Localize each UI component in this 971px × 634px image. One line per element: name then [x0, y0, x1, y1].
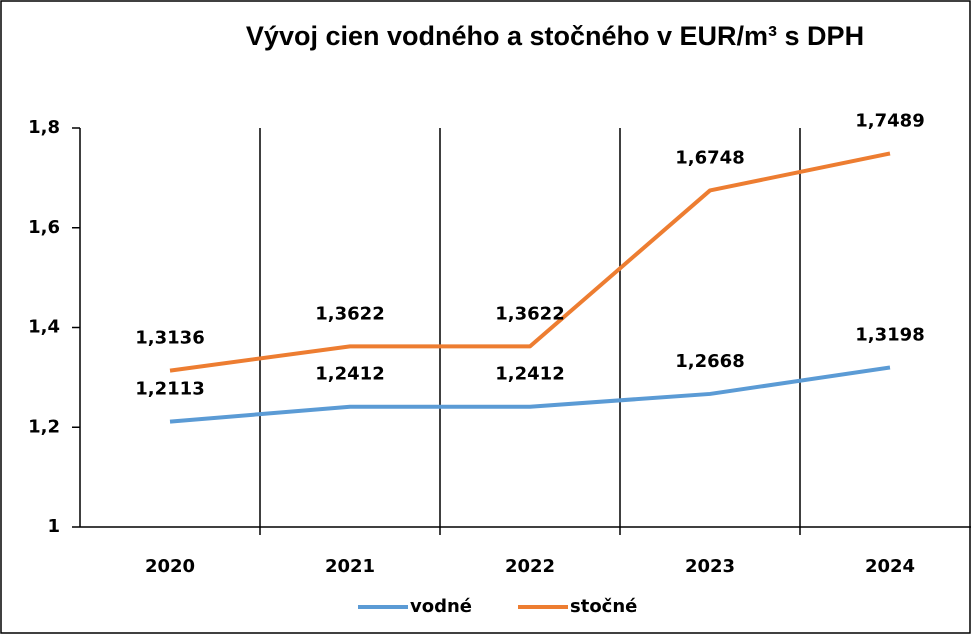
data-label: 1,2412: [315, 364, 384, 385]
y-tick-label: 1: [47, 516, 60, 537]
series-line: [169, 365, 891, 424]
data-label: 1,7489: [855, 110, 924, 131]
data-label: 1,3622: [495, 303, 564, 324]
data-label: 1,2668: [675, 351, 744, 372]
y-tick-label: 1,2: [28, 416, 60, 437]
chart-title: Vývoj cien vodného a stočného v EUR/m³ s…: [246, 21, 864, 51]
data-label: 1,3622: [315, 303, 384, 324]
data-label: 1,3136: [135, 328, 204, 349]
y-tick-label: 1,8: [28, 117, 60, 138]
y-tick-label: 1,4: [28, 317, 60, 338]
data-label: 1,2412: [495, 364, 564, 385]
series-line: [169, 151, 891, 373]
x-tick-label: 2023: [685, 556, 735, 577]
data-label: 1,3198: [855, 324, 924, 345]
legend-label: stočné: [570, 596, 637, 617]
data-label: 1,6748: [675, 147, 744, 168]
legend-label: vodné: [410, 596, 472, 617]
x-tick-label: 2024: [865, 556, 915, 577]
x-tick-label: 2022: [505, 556, 555, 577]
y-tick-label: 1,6: [28, 217, 60, 238]
x-tick-label: 2021: [325, 556, 375, 577]
x-tick-label: 2020: [145, 556, 195, 577]
data-label: 1,2113: [135, 379, 204, 400]
